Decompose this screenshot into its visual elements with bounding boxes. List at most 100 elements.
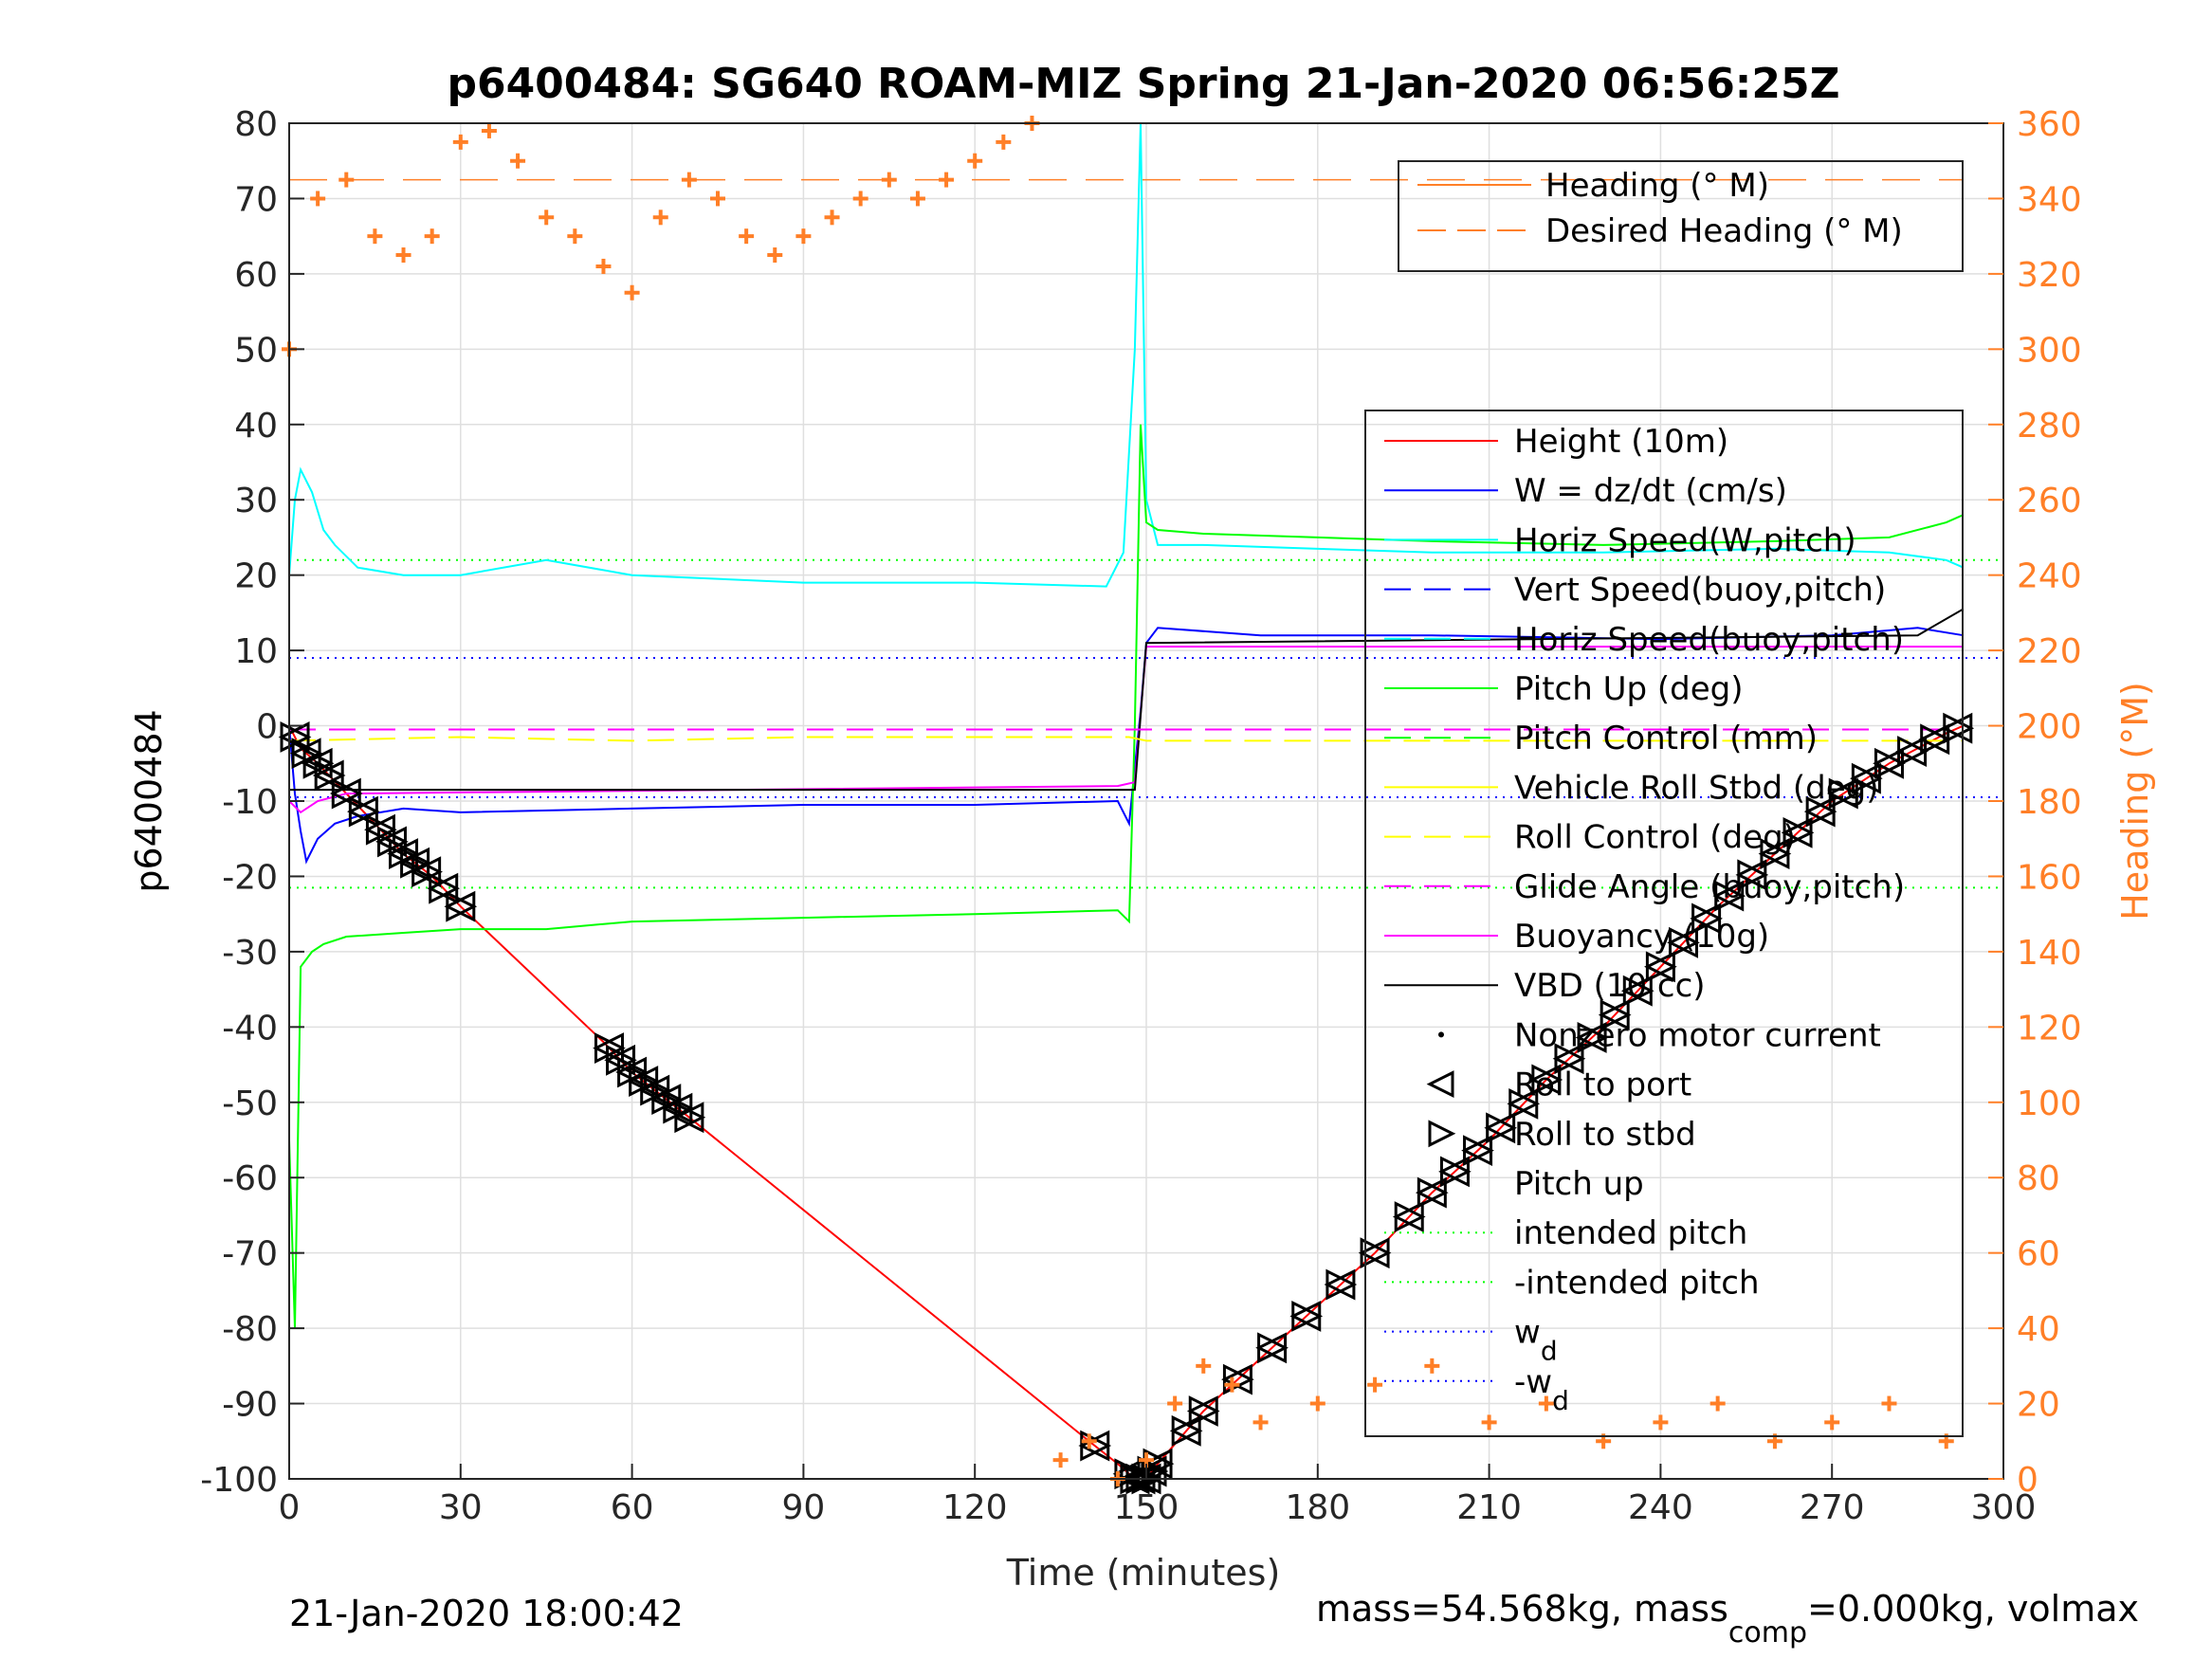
y2-tick-label-160: 160	[2017, 858, 2082, 897]
legend-main-entry-1: W = dz/dt (cm/s)	[1384, 472, 1787, 510]
roll-stbd-triangle-44	[1600, 999, 1632, 1031]
legend-main-entry-0: Height (10m)	[1384, 423, 1728, 461]
x-tick-label-90: 90	[781, 1488, 825, 1527]
y-tick-label--20: -20	[222, 858, 278, 897]
y-tick-label-30: 30	[234, 482, 278, 520]
roll-marker-32	[1289, 1300, 1324, 1332]
roll-marker-0	[278, 721, 312, 753]
roll-marker-29	[1186, 1395, 1220, 1427]
legend-main-entry-4: Horiz Speed(buoy,pitch)	[1384, 621, 1904, 659]
y2-tick-label-140: 140	[2017, 934, 2082, 973]
x-tick-label-180: 180	[1285, 1488, 1350, 1527]
legend-main-symbol-13	[1426, 1070, 1454, 1099]
roll-marker-47	[1667, 926, 1700, 958]
roll-marker-36	[1415, 1176, 1449, 1209]
roll-stbd-triangle-6	[365, 813, 397, 846]
legend-main-entry-17: -intended pitch	[1384, 1264, 1760, 1302]
legend-main-entry-7: Vehicle Roll Stbd (deg)	[1384, 769, 1879, 807]
heading-point-4	[395, 247, 411, 264]
legend-main-label-0: Height (10m)	[1514, 423, 1728, 461]
roll-marker-6	[364, 813, 397, 846]
heading-point-6	[452, 134, 468, 150]
legend-main-label-8: Roll Control (deg)	[1514, 819, 1796, 857]
heading-point-12	[624, 284, 640, 301]
y2-tick-label-280: 280	[2017, 407, 2082, 446]
legend-heading-box	[1398, 160, 1964, 272]
x-tick-label-210: 210	[1456, 1488, 1522, 1527]
x-tick-label-300: 300	[1971, 1488, 2037, 1527]
heading-point-3	[367, 228, 383, 245]
heading-point-39	[1538, 1395, 1554, 1412]
roll-stbd-triangle-54	[1828, 777, 1860, 810]
y-tick-label-50: 50	[234, 331, 278, 370]
heading-point-25	[996, 134, 1012, 150]
legend-main-entry-3: Vert Speed(buoy,pitch)	[1384, 572, 1886, 610]
roll-stbd-triangle-36	[1417, 1176, 1449, 1209]
legend-main-entry-6: Pitch Control (mm)	[1384, 720, 1818, 757]
marker-layer	[278, 712, 1975, 1495]
heading-point-9	[539, 210, 555, 226]
footer-mass-sub: comp	[1728, 1616, 1807, 1650]
roll-stbd-triangle-43	[1577, 1022, 1609, 1053]
roll-marker-55	[1850, 762, 1883, 794]
roll-marker-10	[410, 856, 443, 888]
roll-marker-5	[346, 795, 380, 828]
x-tick-label-120: 120	[942, 1488, 1008, 1527]
roll-stbd-triangle-20	[674, 1102, 706, 1134]
y-tick-label--10: -10	[222, 783, 278, 822]
roll-marker-20	[672, 1102, 706, 1134]
legend-main-entry-12: Nonzero motor current	[1438, 1016, 1881, 1054]
roll-marker-12	[444, 890, 478, 922]
roll-marker-37	[1438, 1156, 1472, 1188]
legend-main-entry-2: Horiz Speed(W,pitch)	[1384, 521, 1856, 559]
legend-main-entry-13: Roll to port	[1426, 1066, 1691, 1104]
heading-point-31	[1167, 1395, 1183, 1412]
legend-main: Height (10m) W = dz/dt (cm/s) Horiz Speed(…	[1364, 410, 1964, 1437]
heading-point-7	[481, 122, 497, 138]
roll-marker-1	[289, 738, 323, 770]
y2-tick-label-240: 240	[2017, 557, 2082, 596]
roll-marker-34	[1358, 1237, 1392, 1269]
legend-main-label-3: Vert Speed(buoy,pitch)	[1514, 572, 1886, 610]
y-tick-label-70: 70	[234, 180, 278, 219]
y-tick-label-10: 10	[234, 632, 278, 671]
roll-stbd-triangle-53	[1805, 795, 1837, 828]
legend-main-symbol-14	[1428, 1120, 1456, 1148]
roll-marker-11	[427, 872, 461, 904]
roll-stbd-triangle-37	[1439, 1156, 1472, 1188]
y-tick-label--50: -50	[222, 1085, 278, 1123]
roll-marker-42	[1552, 1043, 1586, 1075]
y2-axis-ticks: 3603403203002802602402202001801601401201…	[1988, 105, 2082, 1500]
roll-stbd-triangle-12	[446, 890, 478, 922]
heading-point-41	[1653, 1414, 1669, 1431]
heading-point-33	[1224, 1376, 1240, 1393]
y2-tick-label-320: 320	[2017, 256, 2082, 295]
legend-main-label-17: -intended pitch	[1514, 1264, 1760, 1302]
roll-marker-35	[1392, 1201, 1426, 1232]
roll-stbd-triangle-41	[1531, 1064, 1563, 1096]
legend-main-entry-15: Pitch up	[1514, 1165, 1644, 1203]
y2-tick-label-40: 40	[2017, 1310, 2060, 1349]
legend-main-label-10: Buoyancy (10g)	[1514, 918, 1769, 956]
roll-stbd-triangle-1	[291, 738, 323, 770]
y-tick-label--90: -90	[222, 1386, 278, 1425]
heading-point-37	[1424, 1358, 1440, 1374]
roll-stbd-triangle-50	[1737, 859, 1769, 891]
legend-main-symbol-12	[1438, 1031, 1444, 1038]
y-axis-label: p6400484	[128, 709, 170, 892]
series-horiz-speed-w-pitch	[288, 122, 1965, 588]
roll-stbd-triangle-14	[606, 1044, 637, 1076]
roll-stbd-triangle-5	[348, 795, 380, 828]
y-tick-label-40: 40	[234, 407, 278, 446]
roll-stbd-triangle-0	[280, 721, 312, 753]
heading-point-32	[1196, 1358, 1212, 1374]
roll-marker-4	[329, 777, 363, 810]
heading-point-34	[1252, 1414, 1269, 1431]
legend-main-entry-11: VBD (10 cc)	[1384, 967, 1706, 1005]
roll-stbd-triangle-3	[314, 759, 346, 792]
roll-stbd-triangle-33	[1325, 1268, 1358, 1301]
roll-marker-43	[1575, 1022, 1609, 1053]
x-tick-label-270: 270	[1800, 1488, 1865, 1527]
legend-main-entry-8: Roll Control (deg)	[1384, 819, 1796, 857]
legend-heading-label-1: Desired Heading (° M)	[1545, 212, 1903, 250]
